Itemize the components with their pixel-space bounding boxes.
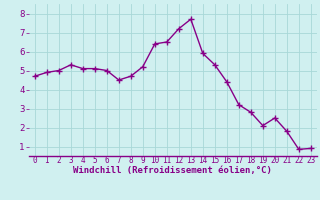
X-axis label: Windchill (Refroidissement éolien,°C): Windchill (Refroidissement éolien,°C)	[73, 166, 272, 175]
